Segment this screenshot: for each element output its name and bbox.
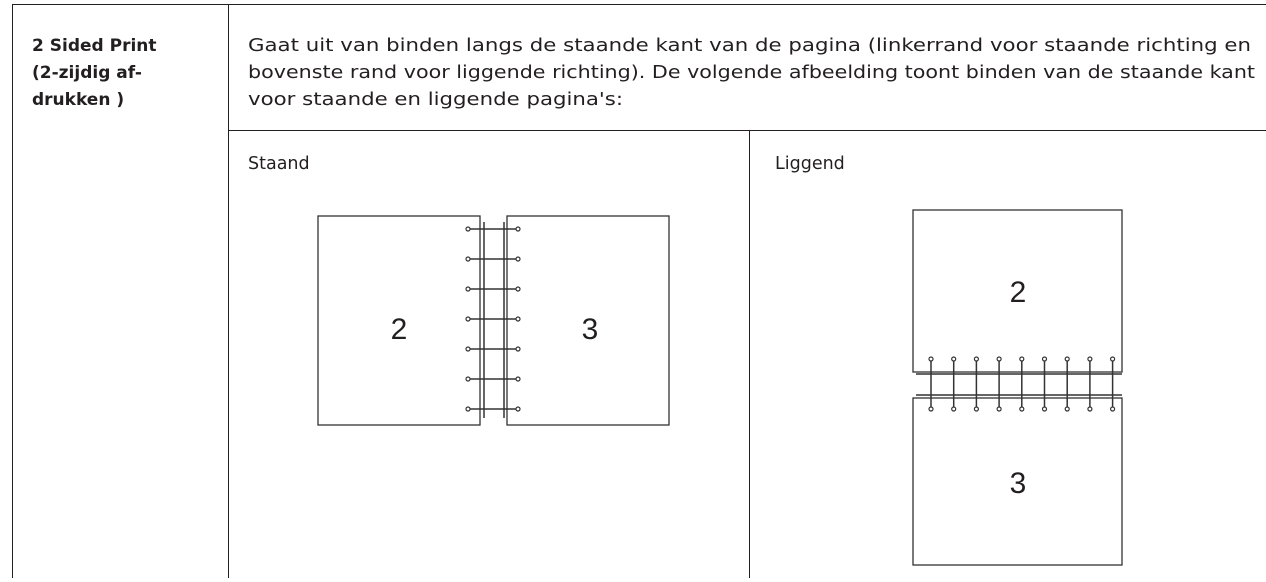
ring-hole bbox=[465, 286, 471, 292]
ring-hole bbox=[515, 286, 521, 292]
ring-hole bbox=[465, 226, 471, 232]
description: Gaat uit van binden langs de staande kan… bbox=[248, 36, 1251, 56]
ring-hole bbox=[515, 226, 521, 232]
description: bovenste rand voor liggende richting). D… bbox=[248, 63, 1255, 83]
ring-hole bbox=[973, 406, 980, 412]
ring-hole bbox=[515, 256, 521, 262]
figure-title: Staand bbox=[248, 154, 310, 174]
ring-hole bbox=[465, 346, 471, 352]
ring-hole bbox=[1064, 356, 1070, 362]
row-label: drukken ) bbox=[32, 90, 124, 110]
page-number: 2 bbox=[391, 313, 408, 346]
page-sheet bbox=[317, 215, 481, 426]
ring-hole bbox=[1064, 406, 1070, 412]
page-sheet bbox=[506, 215, 670, 426]
ring-hole bbox=[515, 376, 521, 382]
ring-hole bbox=[996, 406, 1002, 412]
ring-hole bbox=[951, 356, 957, 362]
ring-hole bbox=[1087, 356, 1093, 362]
ring-hole bbox=[465, 256, 471, 262]
ring-hole bbox=[465, 406, 471, 412]
description: voor staande en liggende pagina's: bbox=[248, 90, 623, 110]
ring-hole bbox=[1019, 356, 1025, 362]
landscape-figure: 2 3 bbox=[912, 209, 1123, 566]
page-number: 3 bbox=[582, 313, 599, 346]
ring-hole bbox=[1019, 406, 1025, 412]
page-sheet bbox=[912, 397, 1123, 566]
ring-hole bbox=[1041, 406, 1048, 412]
page-number: 3 bbox=[1010, 467, 1027, 500]
ring-hole bbox=[515, 346, 521, 352]
ring-hole bbox=[996, 356, 1002, 362]
portrait-figure: 2 3 bbox=[317, 215, 670, 426]
ring-hole bbox=[928, 356, 934, 362]
ring-hole bbox=[1109, 406, 1116, 412]
ring-hole bbox=[928, 406, 934, 412]
ring-hole bbox=[515, 406, 521, 412]
row-label: (2-zijdig af- bbox=[32, 63, 142, 83]
ring-hole bbox=[1041, 356, 1048, 362]
ring-hole bbox=[465, 376, 471, 382]
ring-hole bbox=[1109, 356, 1116, 362]
ring-hole bbox=[515, 316, 521, 322]
page-sheet bbox=[912, 209, 1123, 373]
ring-hole bbox=[973, 356, 980, 362]
ring-hole bbox=[951, 406, 957, 412]
ring-hole bbox=[1087, 406, 1093, 412]
page-number: 2 bbox=[1010, 276, 1027, 309]
figure-title: Liggend bbox=[775, 154, 845, 174]
row-label: 2 Sided Print bbox=[32, 36, 157, 56]
ring-hole bbox=[465, 316, 471, 322]
